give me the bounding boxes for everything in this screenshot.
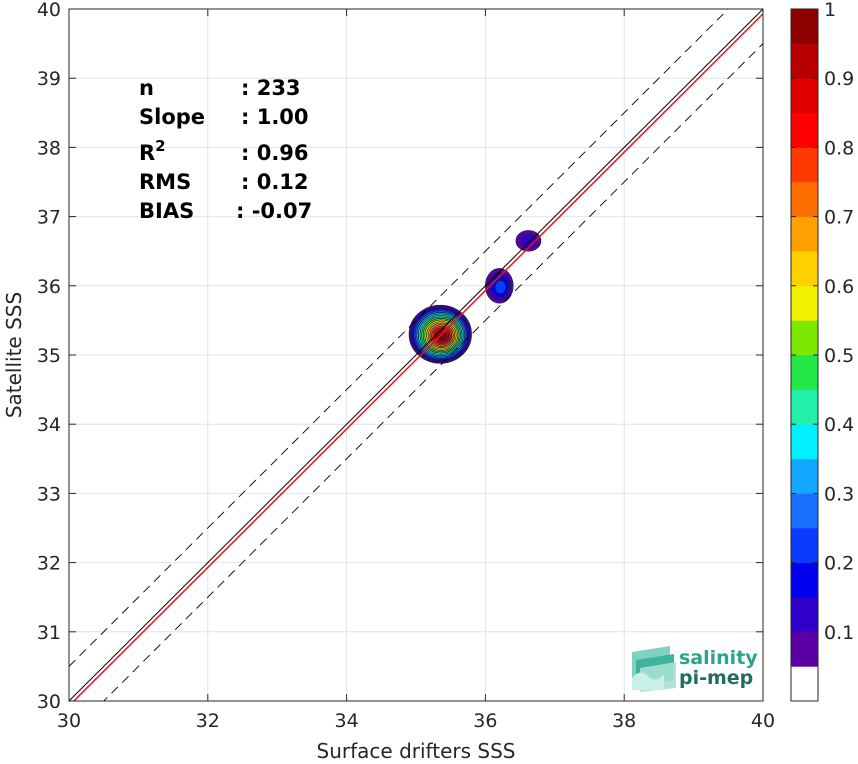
colorbar-tick-label: 0.5	[824, 345, 854, 367]
dashed-bound-line	[69, 9, 729, 667]
logo-wave-icon	[632, 646, 676, 692]
logo-line1: salinity	[679, 647, 758, 669]
stat-value: : 0.12	[241, 170, 309, 194]
colorbar: 0.1 0.2 0.3 0.4 0.5 0.6 0.7 0.8 0.9 1	[790, 0, 854, 702]
y-tick-label: 35	[37, 345, 61, 367]
y-tick-label: 39	[37, 68, 61, 90]
colorbar-segment	[791, 493, 818, 529]
colorbar-tick-label: 0.3	[824, 483, 854, 505]
x-tick-label: 38	[612, 710, 636, 732]
y-tick-label: 34	[37, 414, 61, 436]
stat-value: : -0.07	[236, 199, 312, 223]
colorbar-tick-label: 0.7	[824, 207, 854, 229]
colorbar-tick-label: 0.8	[824, 137, 854, 159]
one-to-one-line	[69, 9, 763, 701]
density-contour-level	[494, 279, 507, 295]
colorbar-segment	[791, 597, 818, 633]
colorbar-segment	[791, 9, 818, 44]
y-tick-label: 33	[37, 483, 61, 505]
stat-value: : 1.00	[241, 105, 309, 129]
y-tick-label: 32	[37, 553, 61, 575]
colorbar-segment	[791, 562, 818, 598]
colorbar-segment	[791, 147, 818, 183]
colorbar-segment	[791, 251, 818, 287]
y-tick-label: 40	[37, 0, 61, 21]
y-tick-label: 38	[37, 137, 61, 159]
x-tick-label: 36	[473, 710, 497, 732]
colorbar-segment	[791, 78, 818, 114]
salinity-pimep-logo: salinity pi-mep	[632, 646, 758, 692]
stat-value: : 0.96	[241, 141, 309, 165]
regression-line	[72, 13, 763, 701]
colorbar-segment	[791, 424, 818, 460]
x-tick-label: 34	[335, 710, 359, 732]
stats-block: n : 233 Slope : 1.00 R2 : 0.96 RMS : 0.12 BIAS : …	[139, 76, 312, 223]
colorbar-segment	[791, 528, 818, 563]
stat-value: : 233	[241, 76, 301, 100]
colorbar-segment	[791, 112, 818, 148]
colorbar-segment	[791, 389, 818, 425]
x-tick-label: 40	[751, 710, 775, 732]
colorbar-segment	[791, 631, 818, 667]
stat-label: RMS	[139, 170, 191, 194]
x-ticks: 30 32 34 36 38 40	[57, 9, 775, 732]
colorbar-segment	[791, 458, 818, 494]
stat-label: BIAS	[139, 199, 194, 223]
dashed-bound-line	[103, 43, 763, 701]
colorbar-segment	[791, 182, 818, 217]
colorbar-tick-label: 0.9	[824, 68, 854, 90]
colorbar-segment	[791, 666, 818, 702]
colorbar-segment	[791, 285, 818, 321]
reference-lines	[69, 9, 763, 701]
colorbar-tick-label: 0.4	[824, 414, 854, 436]
y-axis-label: Satellite SSS	[2, 292, 26, 418]
colorbar-tick-label: 0.6	[824, 276, 854, 298]
y-tick-label: 30	[37, 691, 61, 713]
colorbar-segment	[791, 43, 818, 79]
colorbar-segment	[791, 216, 818, 252]
logo-line2: pi-mep	[679, 667, 753, 689]
stat-label: n	[139, 76, 154, 100]
stat-superscript: 2	[155, 137, 165, 155]
x-tick-label: 32	[196, 710, 220, 732]
x-axis-label: Surface drifters SSS	[317, 739, 516, 763]
colorbar-segment	[791, 320, 818, 356]
colorbar-segment	[791, 355, 818, 390]
colorbar-tick-label: 0.1	[824, 622, 854, 644]
stat-label: R2	[139, 137, 166, 165]
y-tick-label: 36	[37, 276, 61, 298]
colorbar-tick-label: 1	[824, 0, 836, 21]
y-ticks: 30 31 32 33 34 35 36 37 38 39 40	[37, 0, 763, 713]
y-tick-label: 31	[37, 622, 61, 644]
y-tick-label: 37	[37, 207, 61, 229]
colorbar-tick-label: 0.2	[824, 553, 854, 575]
x-tick-label: 30	[57, 710, 81, 732]
stat-label: Slope	[139, 105, 205, 129]
